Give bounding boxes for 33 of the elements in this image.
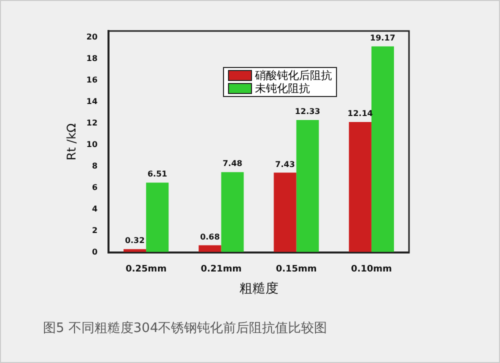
- data-label: 0.68: [200, 232, 220, 242]
- y-axis-title: Rt /kΩ: [64, 123, 78, 160]
- bar: [371, 46, 394, 253]
- data-label: 19.17: [370, 33, 396, 42]
- y-tick-label: 8: [92, 162, 98, 171]
- bar: [296, 120, 319, 253]
- bar: [274, 172, 296, 253]
- y-tick-label: 14: [86, 97, 98, 106]
- data-label: 7.43: [275, 160, 295, 169]
- y-tick-label: 20: [86, 32, 98, 42]
- y-tick-label: 4: [92, 204, 98, 214]
- data-label: 7.48: [222, 159, 243, 168]
- bar: [146, 182, 169, 253]
- data-label: 0.32: [124, 236, 145, 246]
- data-label: 6.51: [147, 170, 168, 179]
- x-tick-label: 0.21mm: [200, 264, 242, 274]
- y-tick-label: 0: [92, 248, 98, 257]
- caption: 图5 不同粗糙度304不锈钢钝化前后阻抗值比较图: [43, 320, 328, 337]
- y-tick-label: 18: [86, 54, 98, 64]
- bar: [348, 122, 372, 253]
- y-tick-label: 12: [86, 118, 98, 128]
- bar: [221, 172, 244, 253]
- x-tick-label: 0.15mm: [276, 264, 317, 274]
- y-tick-label: 10: [86, 140, 98, 150]
- legend-label: 未钝化阻抗: [255, 82, 310, 95]
- x-axis-title: 粗糙度: [239, 280, 278, 297]
- y-tick-label: 16: [86, 76, 98, 85]
- x-tick-label: 0.25mm: [126, 264, 167, 274]
- legend-label: 硝酸钝化后阻抗: [255, 69, 332, 82]
- y-tick-label: 6: [92, 183, 98, 192]
- y-tick-label: 2: [92, 226, 98, 236]
- x-tick-label: 0.10mm: [350, 264, 392, 274]
- data-label: 12.33: [294, 107, 320, 116]
